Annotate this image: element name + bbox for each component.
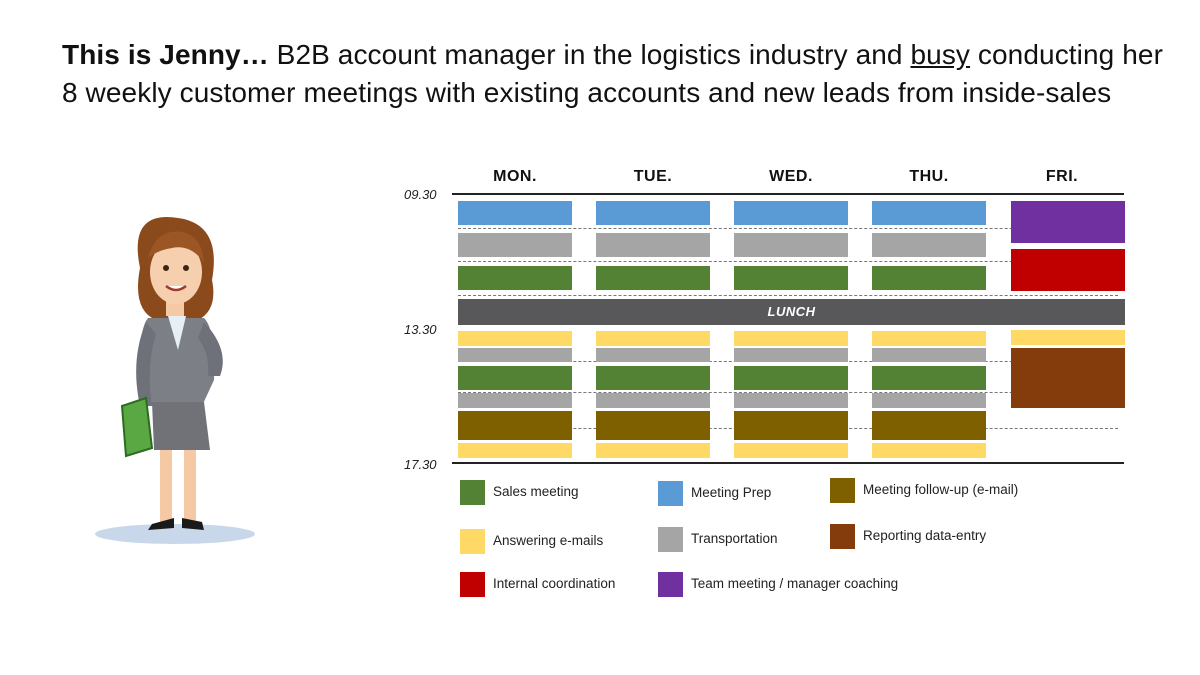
legend-swatch-team-meeting bbox=[658, 572, 683, 597]
schedule-block-transportation bbox=[872, 348, 986, 362]
grid-dashed-line bbox=[458, 392, 1118, 393]
schedule-block-answering-emails bbox=[458, 443, 572, 458]
schedule-block-meeting-follow-up bbox=[734, 411, 848, 440]
day-label-mon: MON. bbox=[493, 168, 537, 185]
schedule-block-meeting-prep bbox=[458, 201, 572, 225]
schedule-block-transportation bbox=[458, 348, 572, 362]
grid-dashed-line bbox=[458, 295, 1118, 296]
day-label-fri: FRI. bbox=[1045, 168, 1079, 185]
figure-hair-front bbox=[148, 231, 204, 262]
schedule-block-answering-emails bbox=[734, 443, 848, 458]
schedule-block-team-meeting bbox=[1011, 201, 1125, 243]
day-label-thu: THU. bbox=[909, 168, 949, 185]
figure-leg-right bbox=[184, 450, 196, 522]
schedule-block-answering-emails bbox=[596, 331, 710, 346]
grid-dashed-line bbox=[458, 261, 1118, 262]
schedule-block-reporting-data-entry bbox=[1011, 348, 1125, 408]
figure-arm-right bbox=[198, 322, 223, 376]
schedule-block-meeting-prep bbox=[734, 201, 848, 225]
schedule-block-meeting-follow-up bbox=[596, 411, 710, 440]
legend-swatch-meeting-follow-up bbox=[830, 478, 855, 503]
axis-top-line bbox=[452, 193, 1124, 195]
schedule-block-sales-meeting bbox=[458, 266, 572, 290]
schedule-block-meeting-prep bbox=[872, 201, 986, 225]
legend-swatch-sales-meeting bbox=[460, 480, 485, 505]
figure-jacket bbox=[139, 318, 215, 406]
day-label-wed: WED. bbox=[769, 168, 813, 185]
legend-swatch-answering-emails bbox=[460, 529, 485, 554]
figure-eye-left bbox=[163, 265, 169, 271]
figure-shoe-right bbox=[182, 518, 204, 530]
schedule-block-meeting-prep bbox=[596, 201, 710, 225]
figure-arm-left bbox=[136, 322, 156, 406]
schedule-block-transportation bbox=[596, 393, 710, 408]
schedule-block-sales-meeting bbox=[458, 366, 572, 390]
axis-bottom-line bbox=[452, 462, 1124, 464]
schedule-block-meeting-follow-up bbox=[458, 411, 572, 440]
schedule-block-sales-meeting bbox=[734, 366, 848, 390]
legend-label-meeting-prep: Meeting Prep bbox=[691, 485, 772, 500]
legend-swatch-meeting-prep bbox=[658, 481, 683, 506]
schedule-block-transportation bbox=[596, 348, 710, 362]
schedule-block-meeting-follow-up bbox=[872, 411, 986, 440]
schedule-block-transportation bbox=[872, 393, 986, 408]
headline-text-1: B2B account manager in the logistics ind… bbox=[268, 39, 911, 70]
legend-label-sales-meeting: Sales meeting bbox=[493, 484, 579, 499]
grid-dashed-line bbox=[458, 228, 1118, 229]
schedule-block-transportation bbox=[734, 233, 848, 257]
schedule-block-transportation bbox=[458, 233, 572, 257]
legend-swatch-reporting-data-entry bbox=[830, 524, 855, 549]
schedule-block-answering-emails bbox=[596, 443, 710, 458]
headline-bold: This is Jenny… bbox=[62, 39, 269, 70]
figure-face bbox=[150, 240, 202, 304]
schedule-block-sales-meeting bbox=[872, 366, 986, 390]
schedule-block-answering-emails bbox=[1011, 330, 1125, 345]
figure-blouse bbox=[168, 316, 186, 350]
figure-folder bbox=[120, 396, 154, 458]
schedule-block-answering-emails bbox=[734, 331, 848, 346]
time-label-mid: 13.30 bbox=[404, 322, 437, 337]
schedule-block-transportation bbox=[734, 393, 848, 408]
figure-eye-right bbox=[183, 265, 189, 271]
schedule-block-sales-meeting bbox=[872, 266, 986, 290]
schedule-block-transportation bbox=[734, 348, 848, 362]
schedule-block-answering-emails bbox=[872, 331, 986, 346]
legend-label-team-meeting: Team meeting / manager coaching bbox=[691, 576, 899, 591]
schedule-block-answering-emails bbox=[872, 443, 986, 458]
legend-label-answering-emails: Answering e-mails bbox=[493, 533, 604, 548]
schedule-block-sales-meeting bbox=[734, 266, 848, 290]
schedule-block-sales-meeting bbox=[596, 366, 710, 390]
legend-label-meeting-follow-up: Meeting follow-up (e-mail) bbox=[863, 482, 1019, 497]
headline: This is Jenny… B2B account manager in th… bbox=[62, 36, 1172, 112]
schedule-block-internal-coordination bbox=[1011, 249, 1125, 291]
jenny-illustration bbox=[95, 217, 255, 544]
schedule-block-transportation bbox=[596, 233, 710, 257]
figure-skirt bbox=[152, 402, 210, 450]
headline-text-2: conducting her 8 weekly customer meeting… bbox=[62, 39, 1163, 108]
figure-smile bbox=[165, 284, 187, 292]
lunch-block: LUNCH bbox=[458, 299, 1125, 325]
figure-leg-left bbox=[160, 450, 172, 522]
legend-label-reporting-data-entry: Reporting data-entry bbox=[863, 528, 987, 543]
schedule-block-transportation bbox=[458, 393, 572, 408]
time-label-end: 17.30 bbox=[404, 457, 437, 472]
legend-label-transportation: Transportation bbox=[691, 531, 778, 546]
schedule-block-answering-emails bbox=[458, 331, 572, 346]
headline-underlined: busy bbox=[910, 39, 971, 70]
legend-swatch-transportation bbox=[658, 527, 683, 552]
figure-shadow bbox=[95, 524, 255, 544]
day-label-tue: TUE. bbox=[633, 168, 673, 185]
legend-label-internal-coordination: Internal coordination bbox=[493, 576, 616, 591]
figure-shoe-left bbox=[148, 518, 174, 530]
schedule-block-sales-meeting bbox=[596, 266, 710, 290]
time-label-start: 09.30 bbox=[404, 187, 437, 202]
legend-swatch-internal-coordination bbox=[460, 572, 485, 597]
schedule-block-transportation bbox=[872, 233, 986, 257]
